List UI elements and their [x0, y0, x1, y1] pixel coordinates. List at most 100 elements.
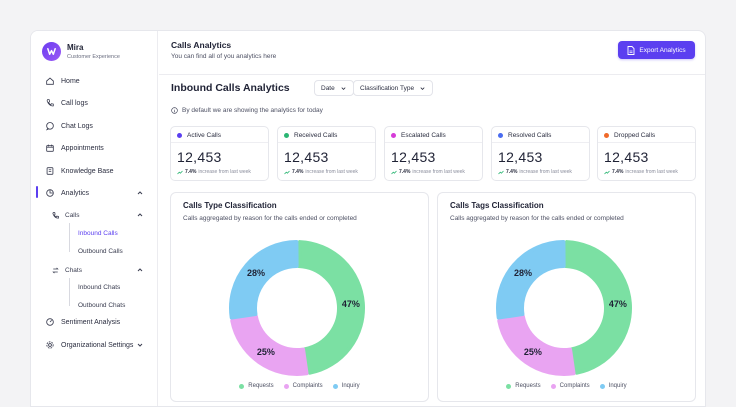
- stat-label: Escalated Calls: [401, 132, 446, 139]
- divider: [492, 142, 589, 143]
- sidebar-item-label: Chats: [65, 266, 82, 274]
- legend-item[interactable]: Complaints: [283, 383, 323, 389]
- trend-pct: 7.4%: [506, 169, 518, 175]
- legend-dot: [332, 383, 338, 389]
- legend-dot: [550, 383, 556, 389]
- stat-header: Escalated Calls: [391, 132, 446, 139]
- sidebar-item-call-logs[interactable]: Call logs: [45, 96, 88, 110]
- donut-chart: 47% 25% 28%: [229, 240, 365, 376]
- sidebar-item-label: Appointments: [61, 144, 104, 152]
- stat-card: Escalated Calls 12,453 7.4% increase from …: [384, 126, 483, 181]
- gauge-icon: [46, 318, 54, 326]
- divider: [278, 142, 375, 143]
- app-window: Mira Customer Experience Home Call logs …: [30, 30, 706, 407]
- legend-item[interactable]: Inquiry: [599, 383, 627, 389]
- sidebar-item-inbound-calls[interactable]: Inbound Calls: [78, 229, 118, 237]
- brand[interactable]: Mira Customer Experience: [42, 42, 120, 61]
- donut-slice-complaints[interactable]: [497, 314, 576, 376]
- sidebar-item-sentiment[interactable]: Sentiment Analysis: [45, 315, 120, 329]
- divider: [171, 142, 268, 143]
- trend-text: increase from last week: [412, 169, 465, 175]
- calls-tags-card: Calls Tags Classification Calls aggregat…: [437, 192, 696, 402]
- sidebar-item-chats[interactable]: Chats: [51, 264, 82, 276]
- legend-label: Inquiry: [608, 383, 627, 389]
- stat-value: 12,453: [177, 149, 222, 165]
- sidebar-item-outbound-chats[interactable]: Outbound Chats: [78, 301, 126, 309]
- sidebar-item-label: Call logs: [61, 99, 88, 107]
- chevron-down-icon[interactable]: [136, 341, 144, 349]
- chevron-down-icon: [341, 86, 346, 90]
- chart-legend: Requests Complaints Inquiry: [438, 383, 695, 389]
- chevron-up-icon[interactable]: [136, 266, 144, 274]
- date-filter-label: Date: [321, 84, 335, 92]
- page-subtitle: You can find all of you analytics here: [171, 53, 277, 60]
- status-dot: [391, 133, 396, 138]
- legend-dot: [506, 383, 512, 389]
- legend-label: Inquiry: [341, 383, 360, 389]
- stat-value: 12,453: [604, 149, 649, 165]
- donut-slice-inquiry[interactable]: [496, 240, 566, 320]
- legend-item[interactable]: Requests: [506, 383, 541, 389]
- status-dot: [604, 133, 609, 138]
- chart-legend: Requests Complaints Inquiry: [171, 383, 428, 389]
- sidebar-item-inbound-chats[interactable]: Inbound Chats: [78, 283, 121, 291]
- donut-slice-inquiry[interactable]: [229, 240, 299, 320]
- stat-value: 12,453: [391, 149, 436, 165]
- brand-subtitle: Customer Experience: [67, 53, 120, 60]
- card-subtitle: Calls aggregated by reason for the calls…: [450, 215, 624, 222]
- tree-line: [69, 223, 70, 252]
- classification-type-dropdown[interactable]: Classification Type: [353, 80, 434, 96]
- sidebar-item-home[interactable]: Home: [45, 74, 80, 88]
- donut-slice-requests[interactable]: [296, 240, 365, 375]
- chevron-up-icon[interactable]: [136, 211, 144, 219]
- donut-chart: 47% 25% 28%: [496, 240, 632, 376]
- calls-type-card: Calls Type Classification Calls aggregat…: [170, 192, 429, 402]
- stat-label: Active Calls: [187, 132, 221, 139]
- donut-slice-complaints[interactable]: [230, 314, 309, 376]
- card-title: Calls Type Classification: [183, 201, 277, 210]
- sidebar-item-calls[interactable]: Calls: [51, 209, 79, 221]
- mira-logo-icon: [42, 42, 61, 61]
- date-filter-dropdown[interactable]: Date: [314, 80, 354, 96]
- sidebar-item-label: Chat Logs: [61, 122, 93, 130]
- stat-trend: 7.4% increase from last week: [604, 169, 678, 175]
- tree-line: [69, 278, 70, 306]
- slice-label: 47%: [609, 299, 627, 309]
- legend-dot: [239, 383, 245, 389]
- sidebar-item-analytics[interactable]: Analytics: [45, 186, 89, 200]
- trend-text: increase from last week: [519, 169, 572, 175]
- info-icon: [171, 107, 178, 114]
- slice-label: 25%: [524, 347, 542, 357]
- note-text: By default we are showing the analytics …: [182, 107, 323, 114]
- sidebar-item-label: Knowledge Base: [61, 167, 114, 175]
- legend-label: Requests: [515, 383, 541, 389]
- sidebar-item-knowledge-base[interactable]: Knowledge Base: [45, 164, 114, 178]
- chat-icon: [45, 122, 54, 131]
- stat-label: Received Calls: [294, 132, 338, 139]
- export-analytics-button[interactable]: Export Analytics: [618, 41, 695, 59]
- legend-item[interactable]: Complaints: [550, 383, 590, 389]
- trend-text: increase from last week: [305, 169, 358, 175]
- chevron-up-icon[interactable]: [136, 189, 144, 197]
- legend-item[interactable]: Requests: [239, 383, 274, 389]
- book-icon: [46, 167, 54, 175]
- divider: [598, 142, 695, 143]
- sidebar-item-label: Calls: [65, 211, 80, 219]
- sidebar-item-outbound-calls[interactable]: Outbound Calls: [78, 247, 123, 255]
- sidebar-item-appointments[interactable]: Appointments: [45, 141, 104, 155]
- trend-text: increase from last week: [625, 169, 678, 175]
- trend-up-icon: [391, 170, 397, 174]
- stat-value: 12,453: [498, 149, 543, 165]
- calendar-icon: [46, 144, 54, 152]
- legend-label: Requests: [248, 383, 274, 389]
- slice-label: 25%: [257, 347, 275, 357]
- phone-icon: [46, 99, 54, 107]
- trend-pct: 7.4%: [399, 169, 411, 175]
- trend-up-icon: [604, 170, 610, 174]
- sidebar-item-chat-logs[interactable]: Chat Logs: [45, 119, 93, 133]
- status-dot: [177, 133, 182, 138]
- gear-icon: [46, 341, 54, 349]
- sidebar-item-org-settings[interactable]: Organizational Settings: [45, 338, 133, 352]
- legend-item[interactable]: Inquiry: [332, 383, 360, 389]
- donut-slice-requests[interactable]: [563, 240, 632, 375]
